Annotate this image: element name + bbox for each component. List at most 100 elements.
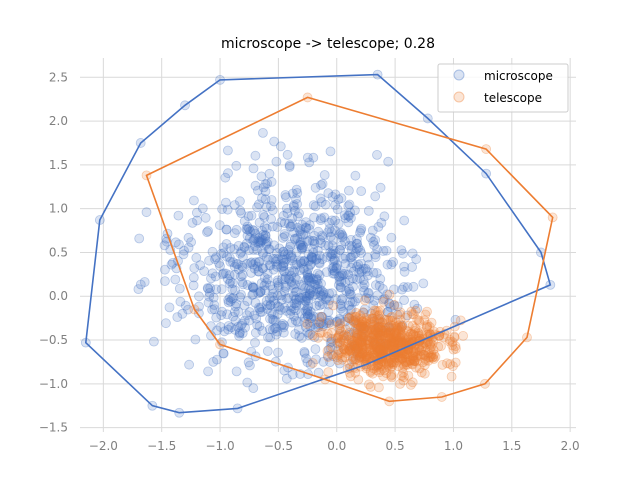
telescope-point: [350, 340, 361, 351]
microscope-point: [327, 249, 338, 260]
telescope-point: [419, 360, 430, 370]
microscope-point: [412, 303, 423, 314]
microscope-point: [281, 192, 292, 203]
microscope-point: [264, 244, 275, 255]
microscope-point: [265, 300, 276, 311]
microscope-point: [266, 195, 277, 205]
microscope-point: [177, 308, 188, 319]
telescope-point: [358, 325, 369, 336]
telescope-point: [368, 334, 379, 345]
microscope-point: [300, 288, 311, 299]
microscope-point: [225, 276, 236, 287]
telescope-point: [386, 357, 397, 368]
telescope-point: [420, 350, 431, 361]
microscope-point: [352, 261, 362, 272]
telescope-point: [334, 337, 345, 348]
microscope-point: [303, 301, 314, 312]
microscope-point: [383, 322, 394, 333]
microscope-point: [327, 191, 338, 202]
microscope-point: [290, 315, 301, 326]
telescope-point: [357, 321, 368, 332]
microscope-point: [354, 267, 365, 278]
microscope-point: [257, 235, 268, 246]
telescope-point: [357, 316, 368, 327]
microscope-point: [315, 193, 326, 204]
microscope-point: [334, 313, 345, 324]
microscope-point: [259, 272, 270, 283]
telescope-point: [372, 327, 383, 338]
microscope-point: [312, 279, 323, 290]
telescope-point: [367, 368, 378, 379]
telescope-point: [372, 333, 383, 344]
microscope-point: [242, 230, 253, 241]
microscope-point: [363, 287, 374, 298]
microscope-point: [397, 320, 408, 331]
microscope-point: [382, 306, 393, 317]
telescope-point: [355, 335, 366, 346]
microscope-point: [229, 269, 240, 280]
microscope-point: [300, 321, 311, 332]
telescope-point: [385, 330, 396, 341]
telescope-point: [386, 320, 397, 331]
microscope-point: [312, 274, 323, 285]
microscope-point: [296, 242, 307, 253]
telescope-point: [419, 315, 430, 326]
telescope-point: [373, 346, 384, 357]
telescope-point: [368, 313, 379, 324]
microscope-point: [327, 215, 337, 226]
telescope-point: [356, 334, 367, 345]
telescope-point: [395, 337, 406, 347]
microscope-point: [310, 322, 321, 333]
telescope-point: [378, 343, 388, 354]
telescope-point: [364, 345, 375, 356]
microscope-point: [322, 252, 332, 262]
telescope-point: [307, 330, 318, 341]
microscope-point: [236, 289, 246, 300]
microscope-point: [341, 286, 352, 297]
microscope-point: [257, 325, 268, 336]
microscope-point: [347, 250, 358, 261]
microscope-point: [330, 215, 341, 226]
microscope-point: [411, 254, 422, 265]
microscope-point: [381, 245, 392, 256]
microscope-point: [239, 241, 250, 252]
microscope-point: [328, 235, 339, 245]
telescope-point: [375, 365, 386, 376]
y-tick-label: 2.0: [49, 114, 68, 128]
microscope-point: [369, 338, 380, 349]
telescope-point: [444, 336, 455, 347]
microscope-point: [254, 321, 265, 332]
telescope-point: [396, 353, 407, 364]
microscope-point: [302, 311, 313, 322]
microscope-point: [336, 193, 347, 204]
telescope-hull-outline: [145, 96, 554, 403]
microscope-point: [346, 252, 357, 263]
telescope-point: [374, 332, 385, 343]
telescope-point: [403, 332, 414, 342]
microscope-point: [345, 207, 356, 218]
telescope-point: [357, 335, 368, 346]
telescope-point: [384, 333, 395, 344]
x-tick-label: −2.0: [89, 439, 118, 453]
microscope-point: [257, 306, 268, 317]
telescope-point: [385, 337, 396, 347]
telescope-point: [358, 331, 369, 342]
microscope-point: [318, 321, 329, 332]
telescope-point: [388, 332, 399, 343]
telescope-point: [395, 307, 406, 318]
microscope-point: [278, 254, 289, 265]
microscope-point: [399, 295, 410, 306]
microscope-point: [305, 306, 316, 317]
microscope-point: [296, 244, 307, 255]
microscope-point: [289, 233, 300, 244]
microscope-point: [159, 276, 170, 287]
microscope-point: [227, 278, 238, 289]
telescope-point: [353, 317, 364, 328]
microscope-point: [380, 338, 390, 349]
microscope-point: [305, 312, 316, 323]
telescope-point: [406, 306, 417, 317]
microscope-point: [344, 210, 354, 221]
microscope-point: [278, 246, 289, 257]
legend-label-microscope: microscope: [484, 69, 553, 83]
telescope-point: [380, 327, 391, 338]
